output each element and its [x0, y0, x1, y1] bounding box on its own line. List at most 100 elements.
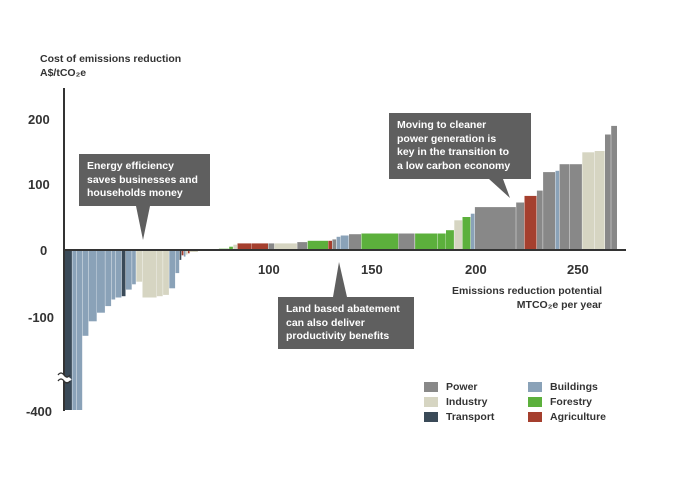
bar-buildings — [88, 250, 97, 322]
legend-item-buildings: Buildings — [528, 381, 598, 393]
callout-text: a low carbon economy — [397, 159, 511, 172]
x-tick-label: 200 — [465, 262, 487, 277]
callout-text: saves businesses and — [87, 173, 198, 186]
bar-industry — [163, 250, 169, 295]
callout-text: key in the transition to — [397, 146, 510, 158]
bar-power — [332, 239, 337, 250]
bar-power — [605, 134, 611, 250]
bar-buildings — [132, 250, 136, 285]
y-tick-label: 100 — [28, 177, 50, 192]
bar-power — [398, 233, 415, 250]
legend-item-transport: Transport — [424, 411, 494, 423]
y-tick-label: 0 — [40, 243, 47, 258]
bar-power — [297, 242, 308, 250]
legend-item-power: Power — [424, 381, 478, 393]
cleaner-power-callout: Moving to cleaner power generation is ke… — [389, 113, 531, 179]
legend-label: Forestry — [550, 396, 593, 408]
legend-swatch — [528, 397, 542, 407]
legend-item-agriculture: Agriculture — [528, 411, 606, 423]
bar-buildings — [105, 250, 112, 307]
land-abatement-callout: Land based abatement can also deliver pr… — [278, 297, 414, 349]
energy-efficiency-callout: Energy efficiency saves businesses and h… — [79, 154, 210, 206]
bar-buildings — [555, 170, 560, 250]
y-tick-label: 200 — [28, 112, 50, 127]
bar-buildings — [175, 250, 180, 274]
y-axis-title-line2: A$/tCO₂e — [40, 67, 87, 79]
bar-buildings — [470, 213, 475, 250]
bar-buildings — [82, 250, 89, 336]
bar-forestry — [462, 217, 471, 250]
bar-industry — [454, 220, 463, 250]
legend-item-forestry: Forestry — [528, 396, 592, 408]
bar-power — [268, 243, 275, 250]
legend-label: Industry — [446, 396, 488, 408]
bar-power — [559, 164, 570, 250]
bar-agriculture — [187, 250, 190, 254]
x-tick-label: 100 — [258, 262, 280, 277]
x-axis-title-line1: Emissions reduction potential — [452, 285, 602, 297]
x-tick-labels: 100 150 200 250 — [258, 262, 589, 277]
bar-forestry — [446, 230, 454, 250]
callout-text: Moving to cleaner — [397, 119, 487, 131]
bar-forestry — [229, 246, 233, 250]
legend-swatch — [424, 382, 438, 392]
callout-text: households money — [87, 187, 183, 199]
bar-agriculture — [181, 250, 184, 256]
bar-power — [569, 164, 582, 250]
legend-label: Agriculture — [550, 411, 607, 423]
bar-buildings — [125, 250, 132, 290]
bar-agriculture — [251, 243, 268, 250]
legend-label: Power — [446, 381, 478, 393]
bar-power — [611, 125, 617, 250]
bar-power — [349, 234, 361, 250]
bar-agriculture — [237, 243, 252, 250]
legend-item-industry: Industry — [424, 396, 487, 408]
power-callout-pointer — [489, 179, 510, 198]
bar-forestry — [437, 233, 446, 250]
bar-buildings — [76, 250, 83, 410]
bar-forestry — [307, 240, 328, 250]
bar-transport — [179, 250, 182, 260]
bar-agriculture — [328, 240, 332, 250]
bar-buildings — [336, 236, 341, 250]
bar-group — [64, 125, 617, 410]
x-axis-title-line2: MTCO₂e per year — [516, 299, 602, 311]
bar-forestry — [361, 233, 399, 250]
y-axis-title: Cost of emissions reduction A$/tCO₂e — [40, 53, 181, 79]
energy-callout-pointer — [136, 206, 150, 240]
bar-industry — [142, 250, 157, 298]
legend-label: Transport — [446, 411, 495, 423]
x-axis-title: Emissions reduction potential MTCO₂e per… — [382, 284, 602, 312]
bar-industry — [185, 250, 188, 255]
bar-industry — [594, 151, 605, 250]
callout-pointers — [136, 179, 510, 297]
bar-buildings — [115, 250, 122, 298]
bar-transport — [121, 250, 126, 297]
axis-break — [56, 372, 72, 384]
legend-swatch — [424, 412, 438, 422]
bar-buildings — [183, 250, 186, 257]
bar-transport — [64, 250, 72, 410]
callout-text: Energy efficiency — [87, 160, 174, 172]
bar-forestry — [415, 233, 438, 250]
bar-industry — [233, 244, 237, 250]
callout-text: power generation is — [397, 132, 497, 145]
legend-swatch — [528, 382, 542, 392]
bar-buildings — [72, 250, 76, 410]
bar-power — [543, 172, 556, 250]
bar-buildings — [111, 250, 116, 300]
x-tick-label: 250 — [567, 262, 589, 277]
bar-buildings — [97, 250, 105, 313]
bar-buildings — [340, 235, 349, 250]
bar-industry — [582, 152, 595, 250]
bar-buildings — [169, 250, 176, 289]
bar-industry — [136, 250, 143, 282]
bar-industry — [274, 243, 297, 250]
x-tick-label: 150 — [361, 262, 383, 277]
y-axis-title-line1: Cost of emissions reduction — [40, 53, 182, 65]
callout-text: Land based abatement — [286, 303, 400, 315]
legend-label: Buildings — [550, 381, 598, 393]
y-tick-label: -100 — [28, 310, 54, 325]
bar-power — [474, 207, 516, 250]
bar-power — [516, 202, 525, 250]
